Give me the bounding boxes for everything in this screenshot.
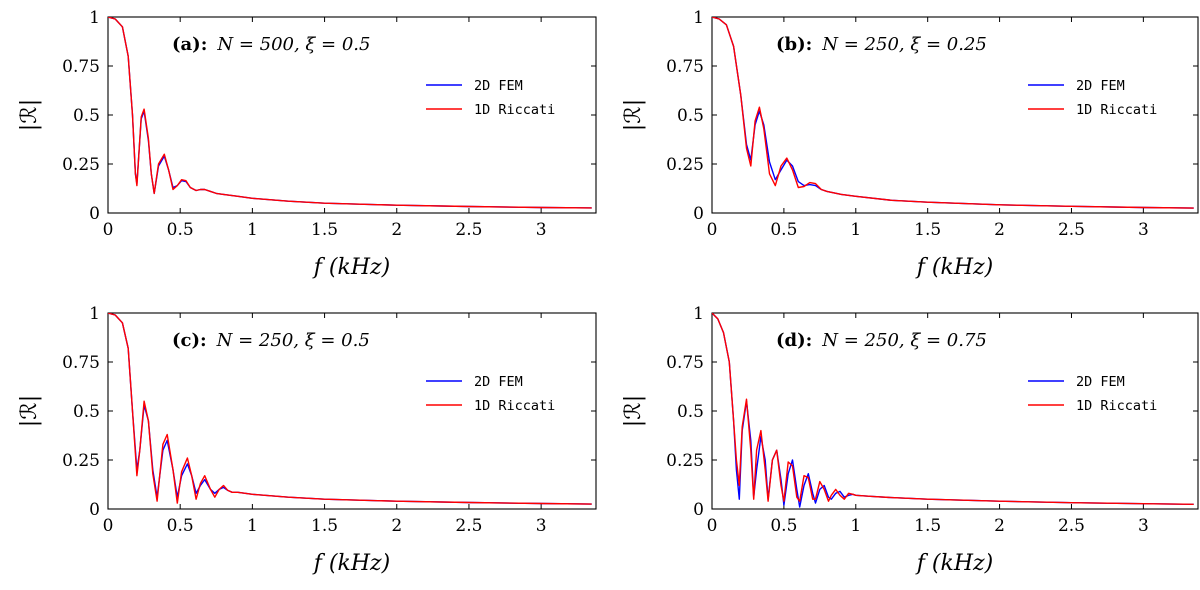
x-tick-label: 2 [391, 516, 402, 536]
x-tick-label: 1 [850, 516, 861, 536]
x-tick-label: 0.5 [167, 220, 194, 240]
y-axis-label: |ℛ| [17, 395, 42, 427]
panel-title-params: N = 250, ξ = 0.75 [821, 330, 987, 351]
panel-d: 0 0.5 1 1.5 2 2.5 3 0 0.25 0.5 0.75 1 f (kHz) |ℛ| (d):… [621, 304, 1199, 576]
panel-title-params: N = 500, ξ = 0.5 [216, 34, 370, 55]
panel-a: 0 0.5 1 1.5 2 2.5 3 0 0.25 0.5 0.75 1 f (kHz) |ℛ| (a):… [17, 8, 597, 280]
x-tick-label: 3 [536, 516, 547, 536]
series-line-riccati [712, 17, 1194, 209]
x-tick-label: 1 [247, 516, 258, 536]
legend-label: 1D Riccati [474, 102, 555, 118]
panel-title-tag: (a): [172, 34, 207, 55]
x-tick-label: 0.5 [770, 516, 797, 536]
y-tick-label: 0 [693, 500, 704, 520]
x-tick-label: 0.5 [167, 516, 194, 536]
x-tick-label: 1 [850, 220, 861, 240]
y-tick-label: 0 [693, 204, 704, 224]
y-tick-label: 0 [89, 204, 100, 224]
x-tick-label: 0 [707, 220, 718, 240]
legend: 2D FEM 1D Riccati [426, 78, 555, 118]
panel-title: (b): N = 250, ξ = 0.25 [776, 34, 987, 55]
x-axis-label: f (kHz) [915, 551, 993, 576]
x-tick-label: 2.5 [455, 220, 482, 240]
x-axis-label: f (kHz) [312, 551, 390, 576]
x-tick-label: 2 [994, 516, 1005, 536]
panel-title-tag: (c): [172, 330, 207, 351]
y-tick-label: 0.75 [62, 353, 100, 373]
y-tick-label: 1 [693, 8, 704, 28]
legend: 2D FEM 1D Riccati [1028, 374, 1157, 414]
x-tick-label: 3 [1138, 516, 1149, 536]
y-axis-label: |ℛ| [17, 99, 42, 131]
y-axis-label: |ℛ| [621, 99, 646, 131]
panel-title-params: N = 250, ξ = 0.25 [821, 34, 987, 55]
y-axis-label: |ℛ| [621, 395, 646, 427]
series-line-riccati [108, 313, 592, 505]
x-tick-label: 2 [994, 220, 1005, 240]
series-line-riccati [108, 17, 592, 209]
panel-c: 0 0.5 1 1.5 2 2.5 3 0 0.25 0.5 0.75 1 f (kHz) |ℛ| (c):… [17, 304, 597, 576]
legend-label: 2D FEM [1076, 374, 1125, 390]
legend-label: 1D Riccati [1076, 102, 1157, 118]
legend-label: 2D FEM [474, 78, 523, 94]
x-tick-label: 1.5 [914, 220, 941, 240]
legend-label: 1D Riccati [1076, 398, 1157, 414]
panel-title-tag: (b): [776, 34, 812, 55]
y-tick-label: 1 [693, 304, 704, 324]
y-tick-label: 0.5 [73, 106, 100, 126]
y-tick-label: 0.25 [62, 155, 100, 175]
legend: 2D FEM 1D Riccati [426, 374, 555, 414]
x-tick-label: 1.5 [311, 516, 338, 536]
x-axis-label: f (kHz) [312, 255, 390, 280]
x-axis-label: f (kHz) [915, 255, 993, 280]
panel-title: (a): N = 500, ξ = 0.5 [172, 34, 370, 55]
y-tick-label: 1 [89, 8, 100, 28]
x-tick-label: 0 [103, 220, 114, 240]
y-tick-label: 0.5 [677, 106, 704, 126]
x-tick-label: 1.5 [914, 516, 941, 536]
y-tick-label: 0 [89, 500, 100, 520]
legend-label: 2D FEM [474, 374, 523, 390]
series-line-riccati [712, 313, 1194, 505]
x-tick-label: 1.5 [311, 220, 338, 240]
legend-label: 1D Riccati [474, 398, 555, 414]
y-tick-label: 0.25 [62, 451, 100, 471]
x-tick-label: 0.5 [770, 220, 797, 240]
panel-b: 0 0.5 1 1.5 2 2.5 3 0 0.25 0.5 0.75 1 f (kHz) |ℛ| (b):… [621, 8, 1199, 280]
panel-title: (d): N = 250, ξ = 0.75 [776, 330, 987, 351]
legend-label: 2D FEM [1076, 78, 1125, 94]
x-tick-label: 3 [536, 220, 547, 240]
y-tick-label: 0.75 [62, 57, 100, 77]
x-tick-label: 1 [247, 220, 258, 240]
y-tick-label: 1 [89, 304, 100, 324]
y-tick-label: 0.75 [666, 353, 704, 373]
panel-title-params: N = 250, ξ = 0.5 [216, 330, 370, 351]
y-tick-label: 0.25 [666, 451, 704, 471]
y-tick-label: 0.5 [677, 402, 704, 422]
x-tick-label: 0 [103, 516, 114, 536]
y-tick-label: 0.5 [73, 402, 100, 422]
y-tick-label: 0.75 [666, 57, 704, 77]
x-tick-label: 2.5 [1058, 516, 1085, 536]
x-tick-label: 3 [1138, 220, 1149, 240]
x-tick-label: 0 [707, 516, 718, 536]
x-tick-label: 2 [391, 220, 402, 240]
y-tick-label: 0.25 [666, 155, 704, 175]
x-tick-label: 2.5 [1058, 220, 1085, 240]
panel-title-tag: (d): [776, 330, 812, 351]
legend: 2D FEM 1D Riccati [1028, 78, 1157, 118]
panel-title: (c): N = 250, ξ = 0.5 [172, 330, 370, 351]
x-tick-label: 2.5 [455, 516, 482, 536]
